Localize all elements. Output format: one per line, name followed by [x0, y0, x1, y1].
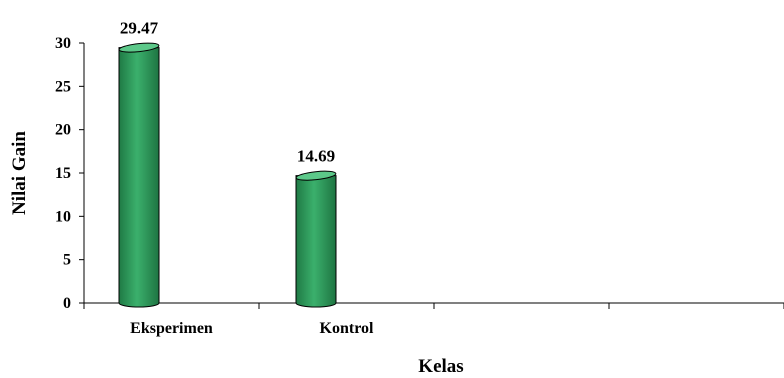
bar-body — [118, 47, 160, 308]
x-tick-label: Eksperimen — [130, 320, 213, 337]
bar-top-cap — [295, 170, 337, 181]
y-tick-label: 0 — [63, 295, 71, 312]
y-tick-label: 30 — [55, 35, 71, 52]
bar — [295, 170, 337, 308]
y-tick-label: 20 — [55, 122, 71, 139]
bars — [118, 42, 337, 308]
y-axis: 0 5 10 15 20 25 30 — [55, 35, 85, 312]
x-axis: Eksperimen Kontrol — [83, 302, 784, 337]
data-labels: 29.47 14.69 — [120, 19, 335, 166]
y-tick-label: 15 — [55, 165, 71, 182]
bar-body — [295, 175, 337, 308]
data-label: 14.69 — [297, 147, 335, 166]
y-tick-label: 5 — [63, 252, 71, 269]
bar — [118, 42, 160, 308]
bar-top-cap — [118, 42, 160, 53]
y-tick-label: 10 — [55, 208, 71, 225]
y-tick-label: 25 — [55, 78, 71, 95]
x-axis-title: Kelas — [418, 356, 463, 377]
y-axis-title: Nilai Gain — [9, 131, 30, 215]
x-tick-label: Kontrol — [320, 320, 374, 337]
data-label: 29.47 — [120, 19, 159, 38]
